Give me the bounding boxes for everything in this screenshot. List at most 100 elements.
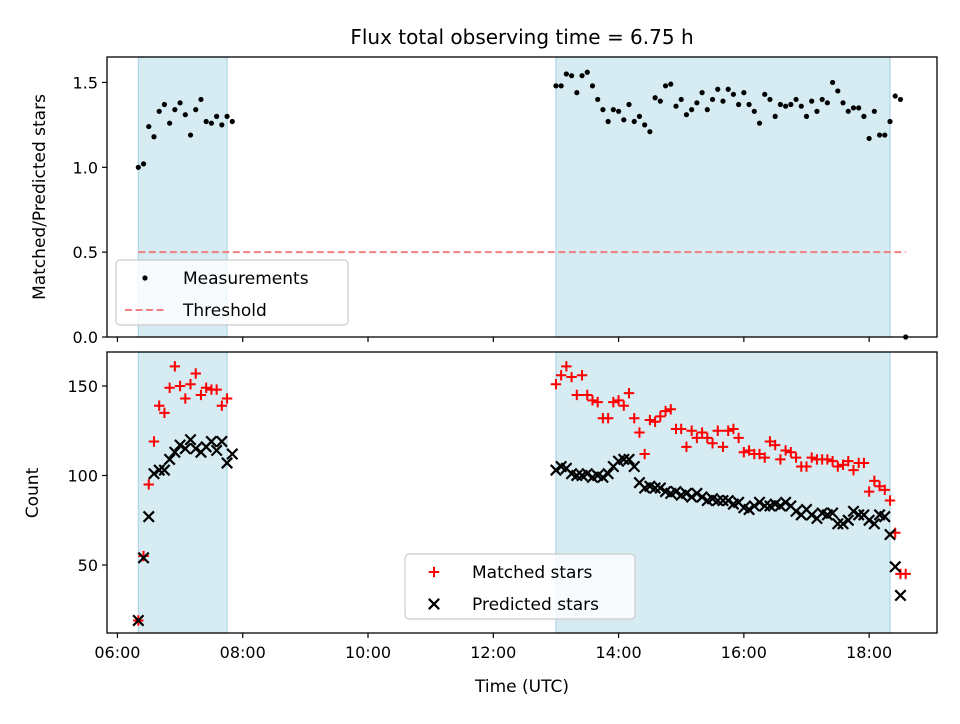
matched-star-point	[691, 432, 703, 444]
matched-star-point	[848, 464, 859, 476]
matched-star-point	[550, 379, 562, 390]
matched-star-point	[837, 459, 849, 470]
matched-star-point	[602, 413, 614, 424]
measurement-point	[595, 96, 601, 103]
measurement-point	[767, 96, 773, 103]
measurement-point	[736, 101, 742, 108]
measurement-point	[897, 96, 904, 103]
matched-star-point	[858, 457, 870, 469]
observing-interval-shade	[137, 351, 228, 634]
predicted-star-point	[142, 510, 155, 523]
legend-marker-x	[428, 598, 440, 610]
matched-star-point	[775, 454, 786, 465]
predicted-star-point	[570, 469, 583, 482]
measurement-point	[762, 91, 768, 97]
measurement-point	[777, 101, 783, 108]
predicted-star-point	[837, 517, 850, 530]
measurement-point	[866, 135, 872, 142]
chart-title: Flux total observing time = 6.75 h	[350, 25, 693, 49]
matched-star-point	[649, 416, 661, 428]
predicted-star-point	[831, 517, 844, 530]
matched-star-point	[827, 455, 838, 467]
legend-label: Predicted stars	[472, 595, 599, 615]
predicted-star-point	[581, 467, 594, 480]
measurement-point	[668, 81, 674, 87]
matched-star-point	[764, 436, 776, 447]
predicted-star-point	[623, 453, 635, 466]
matched-star-point	[759, 452, 770, 463]
bottom-plot-area: 50 100 150 06:00 08:00 10:00 12:00 14:00 16:00 18…	[67, 351, 938, 662]
matched-star-point	[702, 432, 713, 444]
y-tick-label: 150	[67, 377, 98, 396]
measurement-point	[647, 129, 653, 135]
legend-marker-dot	[142, 275, 148, 281]
measurement-point	[140, 161, 147, 167]
measurement-point	[615, 108, 622, 114]
measurement-point	[814, 108, 820, 114]
predicted-star-point	[205, 435, 218, 448]
matched-star-point	[717, 441, 729, 453]
series-group	[135, 69, 909, 340]
legend-box	[404, 553, 636, 620]
x-tick-label: 08:00	[220, 643, 266, 662]
matched-star-point	[843, 455, 854, 467]
matched-star-point	[712, 425, 723, 436]
predicted-star-point	[758, 499, 771, 512]
measurement-point	[584, 69, 590, 75]
measurement-point	[631, 118, 637, 125]
legend-marker-plus	[428, 566, 440, 578]
measurement-point	[772, 113, 778, 119]
measurement-point	[673, 103, 679, 109]
matched-star-point	[169, 361, 181, 372]
measurement-point	[741, 90, 747, 96]
x-tick-label: 16:00	[721, 643, 767, 662]
predicted-star-point	[743, 503, 756, 516]
measurement-point	[835, 88, 841, 94]
series-group	[132, 361, 911, 627]
matched-star-point	[686, 425, 697, 436]
predicted-star-point	[158, 464, 171, 477]
matched-star-point	[790, 452, 802, 463]
matched-star-point	[681, 441, 692, 453]
measurement-point	[579, 73, 585, 79]
measurement-point	[605, 118, 611, 125]
predicted-star-point	[148, 467, 160, 480]
predicted-star-point	[826, 507, 839, 520]
matched-star-point	[629, 413, 640, 424]
predicted-star-point	[210, 444, 223, 457]
predicted-star-point	[179, 442, 192, 455]
predicted-star-point	[779, 496, 792, 509]
measurement-point	[699, 90, 705, 96]
matched-star-point	[879, 484, 890, 496]
matched-star-point	[555, 370, 567, 381]
y-tick-label: 0.0	[73, 328, 98, 347]
x-axis-label: Time (UTC)	[474, 677, 569, 697]
measurement-point	[558, 83, 564, 89]
predicted-star-point	[184, 433, 197, 446]
predicted-star-point	[685, 490, 698, 503]
legend: Matched stars Predicted stars	[404, 553, 636, 620]
matched-star-point	[780, 445, 791, 456]
measurement-point	[214, 113, 220, 119]
measurement-point	[161, 101, 168, 108]
matched-star-point	[634, 427, 645, 438]
predicted-star-point	[628, 460, 641, 473]
matched-star-point	[138, 550, 149, 562]
measurement-point	[829, 79, 836, 86]
measurement-point	[177, 100, 183, 106]
matched-star-point	[561, 361, 572, 372]
matched-star-point	[884, 495, 896, 506]
measurement-point	[876, 132, 883, 138]
measurement-point	[652, 95, 658, 101]
predicted-star-point	[137, 551, 150, 564]
measurement-point	[746, 101, 752, 108]
measurement-point	[657, 98, 663, 104]
matched-star-point	[665, 404, 676, 415]
predicted-star-point	[226, 448, 239, 460]
matched-star-point	[587, 395, 598, 406]
measurement-point	[845, 108, 851, 114]
legend-label: Matched stars	[472, 563, 592, 583]
bottom-y-axis-label: Count	[23, 467, 43, 518]
predicted-star-point	[696, 490, 709, 503]
